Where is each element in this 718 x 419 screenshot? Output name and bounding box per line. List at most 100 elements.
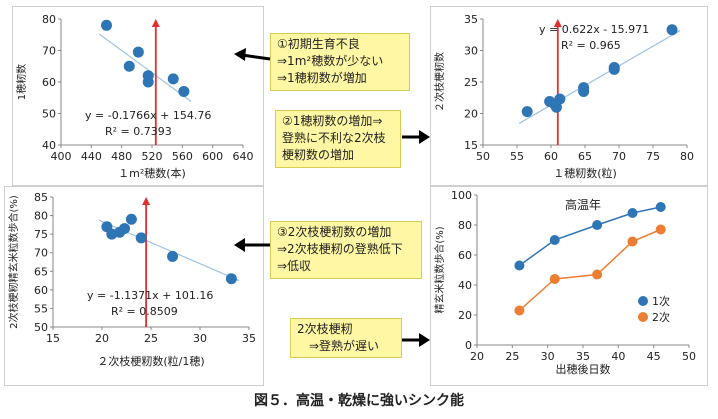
chart-3-y-tick-label: 75 — [34, 228, 48, 241]
chart-2-y-tick-label: 35 — [464, 13, 478, 26]
chart-4-x-tick-label: 45 — [647, 350, 661, 363]
chart-2-x-tick-label: 70 — [612, 150, 626, 163]
chart-4-legend-label-1: 1次 — [652, 294, 670, 308]
chart-3-y-tick-label: 60 — [34, 284, 48, 297]
chart-3-y-tick-label: 85 — [34, 191, 48, 204]
chart-2-red-marker-head — [553, 19, 562, 27]
chart-2-y-axis-label: ２次枝梗籾数 — [433, 52, 446, 112]
note-4: 2次枝梗籾 ⇒登熟が遅い — [290, 318, 402, 358]
chart-3-x-tick-label: 25 — [144, 332, 158, 345]
chart-2-data-point — [521, 106, 533, 118]
note-2-line-2: 登熟に不利な2次枝 — [282, 131, 386, 145]
chart-4-series-2-point — [592, 269, 603, 280]
chart-3-x-tick-label: 15 — [46, 332, 60, 345]
chart-3-x-tick-label: 20 — [95, 332, 109, 345]
chart-1-data-point — [123, 60, 135, 72]
chart-3-x-axis-label: ２次枝梗籾数(粒/1穂) — [97, 354, 204, 368]
chart-3-data-point — [119, 223, 131, 235]
chart-4-legend-marker-1 — [638, 296, 648, 306]
note-1-line-1: ①初期生育不良 — [277, 37, 360, 51]
chart-1-x-tick-label: 560 — [172, 150, 193, 163]
chart-3-equation: y = -1.1371x + 101.16 — [87, 289, 213, 302]
chart-1-svg: 400 440 480 520 560 600 640 40 50 60 70 80 １m²穂数(本) 1… — [15, 13, 254, 180]
chart-4-y-tick-label: 80 — [458, 219, 472, 232]
chart-4-series-2-point — [514, 305, 525, 316]
chart-2-data-point — [578, 85, 590, 97]
chart-1-x-tick-label: 600 — [202, 150, 223, 163]
chart-4-series-1-point — [549, 235, 560, 245]
note-2: ②1穂籾数の増加⇒ 登熟に不利な2次枝 梗籾数の増加 — [275, 110, 401, 168]
chart-4-y-tick-label: 60 — [458, 249, 472, 262]
chart-2-y-tick-label: 15 — [464, 139, 478, 152]
chart-4-y-tick-label: 20 — [458, 309, 472, 322]
note-3-line-1: ③2次枝梗籾数の増加 — [277, 225, 392, 239]
chart-1-x-tick-label: 400 — [51, 150, 72, 163]
chart-4-legend-marker-2 — [638, 312, 648, 322]
chart-panel-4: 20 25 30 35 40 45 50 0 20 40 60 80 100 出穂後日数 精玄米粒数歩合(%… — [430, 186, 708, 386]
chart-1-x-tick-label: 520 — [142, 150, 163, 163]
note-3-line-2: ⇒2次枝梗籾の登熟低下 — [277, 242, 403, 256]
chart-4-legend-label-2: 2次 — [652, 310, 670, 324]
chart-3-data-point — [167, 250, 179, 262]
chart-4-y-tick-label: 40 — [458, 279, 472, 292]
chart-1-y-tick-label: 50 — [42, 108, 56, 121]
chart-4-x-tick-label: 35 — [576, 350, 590, 363]
chart-2-x-tick-label: 75 — [646, 150, 660, 163]
chart-4-y-axis-label: 精玄米粒数歩合(%) — [433, 226, 446, 313]
note-2-line-1: ②1穂籾数の増加⇒ — [282, 114, 383, 128]
chart-1-data-point — [132, 46, 144, 58]
chart-4-series-1-point — [627, 208, 638, 218]
chart-panel-1: 400 440 480 520 560 600 640 40 50 60 70 80 １m²穂数(本) 1… — [12, 6, 264, 186]
chart-4-x-tick-label: 20 — [470, 350, 484, 363]
chart-2-x-tick-label: 50 — [476, 150, 490, 163]
chart-4-x-tick-label: 30 — [541, 350, 555, 363]
chart-1-red-marker-head — [151, 19, 160, 27]
chart-4-series-line-1 — [518, 206, 661, 267]
chart-4-svg: 20 25 30 35 40 45 50020406080100出穂後日数精玄米粒数歩合(%… — [433, 189, 696, 376]
note-3-line-3: ⇒低収 — [277, 259, 312, 273]
chart-3-r-squared: R² = 0.8509 — [111, 305, 178, 318]
chart-2-y-tick-label: 25 — [464, 76, 478, 89]
arrow-to-chart-2 — [402, 130, 430, 144]
chart-4-x-tick-label: 40 — [611, 350, 625, 363]
chart-2-x-tick-label: 80 — [680, 150, 694, 163]
note-4-line-2: ⇒登熟が遅い — [297, 339, 380, 353]
chart-4-x-tick-label: 50 — [682, 350, 696, 363]
chart-3-red-marker-head — [142, 197, 151, 205]
chart-3-y-tick-label: 55 — [34, 302, 48, 315]
chart-4-series-2-point — [627, 236, 638, 247]
arrow-to-chart-1 — [234, 48, 271, 61]
chart-3-y-tick-label: 65 — [34, 265, 48, 278]
chart-2-equation: y = 0.622x - 15.971 — [539, 23, 649, 36]
chart-4-x-axis-label: 出穂後日数 — [556, 362, 611, 376]
chart-4-series-2-point — [655, 224, 666, 235]
chart-3-y-axis-label: 2次枝梗籾精玄米粒数歩合(%) — [7, 195, 20, 329]
chart-2-x-tick-label: 55 — [510, 150, 524, 163]
chart-1-r-squared: R² = 0.7393 — [105, 125, 172, 138]
chart-2-trendline — [518, 30, 681, 124]
chart-1-x-tick-label: 640 — [233, 150, 254, 163]
chart-2-data-point — [554, 93, 566, 105]
chart-4-series-1-point — [592, 220, 603, 230]
chart-1-x-axis-label: １m²穂数(本) — [118, 166, 186, 180]
note-4-line-1: 2次枝梗籾 — [297, 322, 353, 336]
note-3: ③2次枝梗籾数の増加 ⇒2次枝梗籾の登熟低下 ⇒低収 — [270, 221, 422, 279]
chart-4-series-1-point — [514, 260, 525, 271]
chart-1-data-point — [101, 19, 112, 31]
chart-3-x-tick-label: 30 — [193, 332, 207, 345]
chart-3-y-tick-label: 80 — [34, 210, 48, 223]
chart-1-data-point — [142, 76, 154, 88]
chart-3-data-point — [225, 273, 237, 285]
chart-1-trendline — [98, 33, 192, 102]
note-1-line-3: ⇒1穂籾数が増加 — [277, 71, 367, 85]
arrow-to-chart-4 — [402, 333, 430, 347]
chart-2-y-tick-label: 30 — [464, 45, 478, 58]
chart-4-x-tick-label: 25 — [505, 350, 519, 363]
chart-2-data-point — [666, 24, 678, 36]
chart-1-y-axis-label: 1穂籾数 — [15, 64, 28, 100]
note-2-line-3: 梗籾数の増加 — [282, 148, 355, 162]
chart-3-data-point — [125, 213, 137, 225]
chart-1-y-tick-label: 40 — [42, 139, 56, 152]
figure-caption: 図５．高温・乾燥に強いシンク能 — [254, 393, 464, 409]
chart-4-y-tick-label: 0 — [465, 339, 472, 352]
